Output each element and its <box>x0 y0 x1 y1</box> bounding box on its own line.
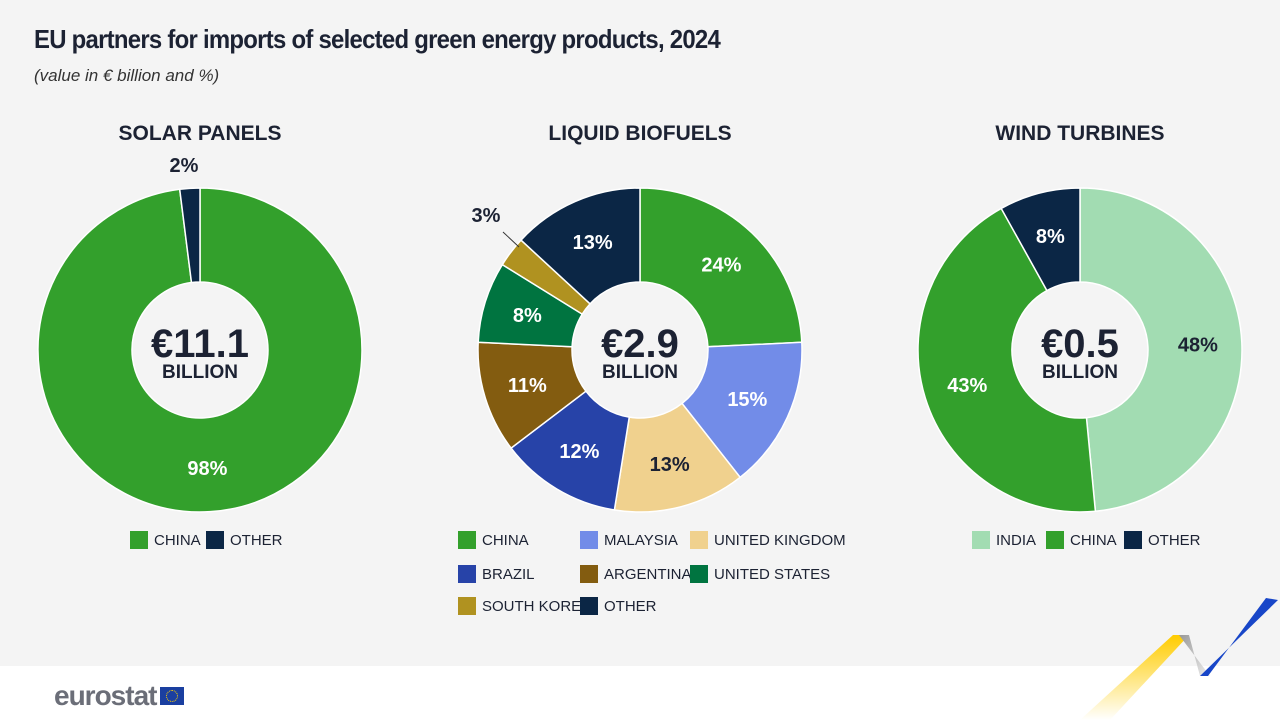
center-unit: BILLION <box>1042 362 1118 383</box>
legend-item: BRAZIL <box>458 565 535 583</box>
data-label: 98% <box>187 458 227 480</box>
legend-label: OTHER <box>1148 531 1201 549</box>
data-label: 13% <box>573 232 613 254</box>
legend-item: SOUTH KOREA <box>458 597 591 615</box>
data-label: 8% <box>513 305 542 327</box>
legend-swatch <box>690 565 708 583</box>
slice-other <box>1000 187 1081 292</box>
slice-malaysia <box>680 341 803 479</box>
center-value: €11.1 <box>151 322 249 366</box>
slice-china <box>37 187 363 513</box>
legend-item: OTHER <box>580 597 657 615</box>
legend-swatch <box>580 531 598 549</box>
logo-text: eurostat <box>54 680 157 711</box>
center-value: €0.5 <box>1041 322 1119 366</box>
legend-item: INDIA <box>972 531 1036 549</box>
data-label: 2% <box>170 155 199 177</box>
legend-item: UNITED KINGDOM <box>690 531 846 549</box>
legend-label: CHINA <box>154 531 201 549</box>
chart-background <box>0 0 1280 666</box>
data-label: 11% <box>508 375 547 397</box>
data-label: 24% <box>701 255 741 277</box>
leader-line <box>502 231 520 248</box>
data-label: 12% <box>559 441 599 463</box>
legend-swatch <box>1046 531 1064 549</box>
legend-swatch <box>458 597 476 615</box>
eurostat-logo: eurostat <box>54 680 185 712</box>
legend-item: CHINA <box>1046 531 1117 549</box>
legend-label: ARGENTINA <box>604 565 692 583</box>
data-label: 3% <box>472 205 501 227</box>
legend-swatch <box>972 531 990 549</box>
legend-label: CHINA <box>1070 531 1117 549</box>
legend-label: CHINA <box>482 531 529 549</box>
slice-other <box>519 187 641 305</box>
data-label: 43% <box>947 375 987 397</box>
legend-swatch <box>580 565 598 583</box>
legend-swatch <box>1124 531 1142 549</box>
center-value: €2.9 <box>601 322 679 366</box>
chart-title: LIQUID BIOFUELS <box>548 122 731 145</box>
donut-1: LIQUID BIOFUELS 24% 15% 13% 12% 11% 8% 3% 13% €2.… <box>472 122 803 513</box>
slice-china <box>917 207 1097 513</box>
data-label: 48% <box>1178 334 1218 356</box>
legend-label: MALAYSIA <box>604 531 678 549</box>
legend-label: UNITED KINGDOM <box>714 531 846 549</box>
legend-item: OTHER <box>1124 531 1201 549</box>
legend-label: BRAZIL <box>482 565 535 583</box>
slice-india <box>1079 187 1243 513</box>
legend-label: INDIA <box>996 531 1037 549</box>
legend-label: OTHER <box>230 531 283 549</box>
page-title: EU partners for imports of selected gree… <box>34 24 721 54</box>
legend-swatch <box>130 531 148 549</box>
page-subtitle: (value in € billion and %) <box>34 66 220 85</box>
legend-swatch <box>580 597 598 615</box>
legend-item: UNITED STATES <box>690 565 830 583</box>
data-label: 15% <box>727 389 767 411</box>
legend-swatch <box>690 531 708 549</box>
slice-china <box>639 187 803 348</box>
legend-item: ARGENTINA <box>580 565 692 583</box>
eu-flag-icon <box>160 687 185 705</box>
center-unit: BILLION <box>602 362 678 383</box>
data-label: 8% <box>1036 226 1065 248</box>
legend-label: OTHER <box>604 597 657 615</box>
legend-item: CHINA <box>458 531 529 549</box>
legend-label: SOUTH KOREA <box>482 597 592 615</box>
data-label: 13% <box>650 454 690 476</box>
center-unit: BILLION <box>162 362 238 383</box>
legend-item: OTHER <box>206 531 283 549</box>
chart-title: WIND TURBINES <box>995 122 1164 145</box>
legend-swatch <box>206 531 224 549</box>
slice-other <box>178 187 201 284</box>
legend-label: UNITED STATES <box>714 565 831 583</box>
decorative-ribbon <box>1080 598 1278 720</box>
chart-title: SOLAR PANELS <box>119 122 282 145</box>
legend-swatch <box>458 565 476 583</box>
legend-swatch <box>458 531 476 549</box>
legend-item: MALAYSIA <box>580 531 678 549</box>
legend-item: CHINA <box>130 531 201 549</box>
